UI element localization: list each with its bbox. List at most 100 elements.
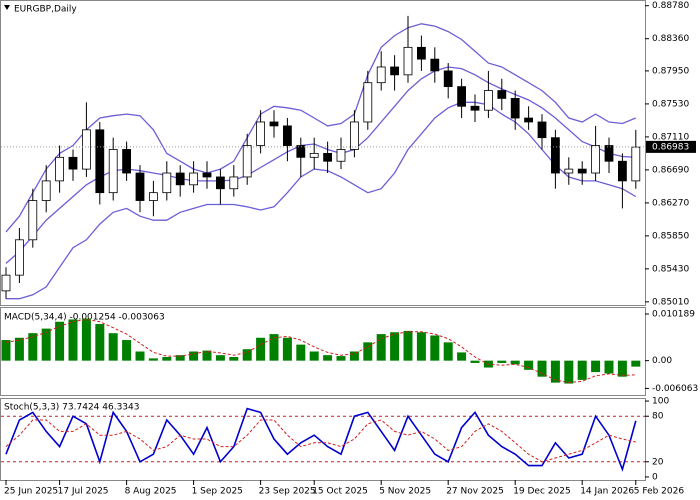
y-tick-label: 100 — [652, 397, 669, 407]
candle-body — [430, 58, 440, 72]
macd-bar — [135, 351, 145, 361]
y-tick-label: 0.85850 — [652, 231, 689, 241]
macd-bar — [148, 358, 158, 361]
macd-bar — [564, 360, 574, 384]
candle-body — [604, 145, 614, 162]
candle-body — [564, 168, 574, 174]
y-tick-label: 0.010189 — [652, 310, 695, 320]
x-tick-label: 5 Feb 2026 — [634, 487, 685, 497]
candle-body — [229, 176, 239, 190]
candle-body — [470, 105, 480, 111]
candle-body — [215, 176, 225, 190]
candle-body — [537, 121, 547, 139]
macd-bar — [524, 360, 534, 370]
candle-body — [282, 125, 292, 146]
macd-bar — [14, 337, 24, 361]
macd-bar — [202, 350, 212, 361]
candle-body — [122, 149, 131, 174]
candle-body — [14, 239, 24, 276]
macd-bar — [1, 340, 11, 361]
macd-bar — [41, 328, 51, 361]
y-tick-label: 0.87950 — [652, 66, 689, 76]
candle-body — [1, 274, 11, 292]
y-tick-label: 0.00 — [652, 356, 672, 366]
macd-bar — [81, 318, 91, 361]
candle-body — [68, 156, 78, 170]
candle-body — [242, 145, 252, 178]
y-tick-label: 0.86690 — [652, 165, 689, 175]
x-tick-label: 19 Dec 2025 — [513, 487, 571, 497]
candle-body — [55, 156, 64, 182]
y-tick-label: 20 — [652, 457, 664, 467]
stoch-title: Stoch(5,3,3) 73.7424 46.3343 — [4, 403, 139, 413]
x-tick-label: 14 Jan 2026 — [580, 487, 634, 497]
y-tick-label: 0.87530 — [652, 99, 689, 109]
x-tick-label: 27 Nov 2025 — [446, 487, 504, 497]
macd-bar — [215, 355, 225, 361]
candle-body — [175, 172, 185, 186]
x-tick-label: 5 Nov 2025 — [379, 487, 431, 497]
candle-body — [28, 200, 38, 241]
candle-body — [336, 149, 346, 162]
macd-bar — [175, 355, 185, 361]
macd-bar — [323, 355, 333, 361]
bollinger-band — [6, 101, 637, 300]
macd-title: MACD(5,34,4) -0.001254 -0.003063 — [4, 313, 165, 323]
candle-body — [41, 180, 51, 201]
stoch-main — [5, 407, 637, 472]
macd-bar — [189, 351, 199, 361]
macd-bar — [403, 330, 413, 361]
candle-body — [108, 149, 118, 194]
candle-body — [162, 172, 172, 194]
last-price-box — [646, 140, 696, 153]
candle-body — [256, 121, 266, 146]
macd-bar — [550, 360, 560, 383]
candle-body — [189, 172, 199, 186]
y-tick-label: 0.87110 — [652, 132, 689, 142]
price-frame — [0, 0, 646, 306]
x-tick-label: 17 Jul 2025 — [58, 487, 109, 497]
macd-bar — [591, 360, 601, 373]
candle-body — [618, 160, 627, 182]
macd-bar — [122, 340, 132, 361]
macd-bar — [457, 352, 467, 361]
macd-bar — [390, 332, 400, 361]
candle-body — [135, 172, 145, 201]
candle-body — [457, 86, 467, 107]
macd-bar — [282, 337, 292, 361]
macd-bar — [309, 351, 319, 361]
bollinger-band — [5, 23, 637, 233]
macd-bar — [296, 344, 306, 361]
candle-body — [577, 168, 587, 174]
y-tick-label: -0.006063 — [652, 384, 698, 394]
candle-body — [309, 152, 319, 158]
macd-bar — [537, 360, 547, 377]
candle-body — [551, 137, 560, 174]
y-tick-label: 0 — [652, 472, 658, 482]
macd-bar — [604, 360, 614, 374]
macd-bar — [108, 333, 118, 361]
macd-bar — [470, 360, 480, 363]
chart-title: EURGBP,Daily — [14, 5, 77, 15]
macd-bar — [497, 360, 507, 363]
macd-bar — [577, 360, 587, 380]
candle-body — [349, 121, 359, 150]
y-tick-label: 0.85010 — [652, 297, 689, 307]
candle-body — [591, 145, 600, 174]
macd-bar — [269, 334, 279, 361]
y-tick-label: 0.88360 — [652, 34, 689, 44]
y-tick-label: 0.85430 — [652, 264, 689, 274]
candle-body — [323, 152, 333, 162]
candle-body — [524, 117, 533, 123]
candle-body — [202, 172, 212, 178]
x-tick-label: 23 Sep 2025 — [259, 487, 316, 497]
candle-body — [483, 90, 493, 111]
macd-bar — [162, 356, 172, 361]
macd-bar — [229, 356, 239, 361]
macd-bar — [95, 324, 105, 361]
last-price-label: 0.86983 — [652, 142, 689, 152]
macd-bar — [631, 360, 641, 367]
macd-bar — [430, 335, 440, 361]
candle-body — [416, 46, 426, 60]
